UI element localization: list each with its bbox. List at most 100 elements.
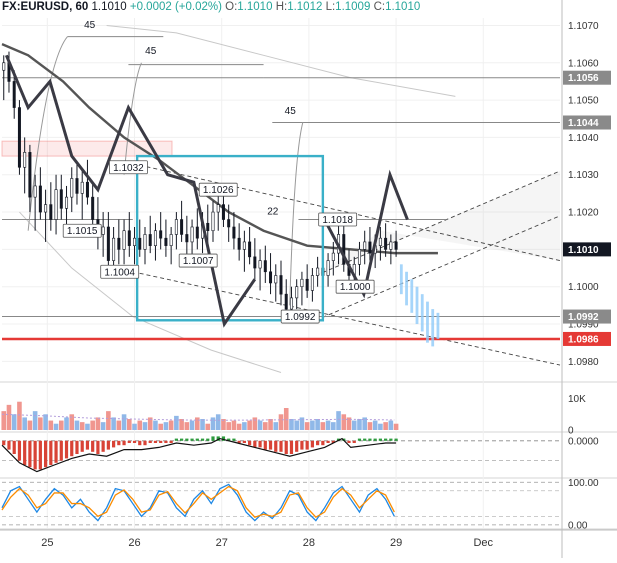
candle-body	[127, 230, 131, 246]
pattern-zigzag-left	[4, 54, 257, 328]
x-tick-label: 27	[216, 537, 228, 549]
macd-histogram-bar	[305, 440, 309, 450]
candle-body	[23, 152, 27, 168]
volume-bar	[273, 422, 279, 430]
macd-histogram-bar	[206, 438, 210, 441]
volume-bar	[383, 422, 388, 430]
volume-bar	[247, 420, 252, 430]
candle-body	[148, 234, 152, 246]
macd-histogram-bar	[326, 440, 330, 443]
macd-histogram-bar	[211, 436, 215, 441]
price-annotation-box	[178, 253, 218, 268]
volume-bar	[90, 420, 95, 430]
candle-body	[70, 178, 74, 198]
price-annotation-box	[318, 212, 358, 227]
candle-body	[85, 181, 89, 198]
price-tag-label: 1.0986	[568, 334, 599, 345]
symbol-label[interactable]: FX:EURUSD, 60	[2, 1, 89, 13]
volume-bar	[205, 423, 211, 430]
candle-body	[305, 278, 309, 291]
low-value: 1.1009	[335, 1, 371, 13]
price-annotation-box	[109, 160, 148, 175]
volume-bar	[27, 420, 33, 430]
macd-histogram-bar	[258, 440, 262, 448]
macd-histogram-bar	[138, 440, 142, 446]
candle-body	[206, 222, 210, 232]
volume-bar	[242, 422, 247, 430]
price-tag-box	[563, 331, 611, 346]
close-value: 1.1010	[385, 1, 421, 13]
candle-body	[363, 241, 367, 250]
macd-histogram-bar	[75, 440, 79, 454]
macd-histogram-bar	[363, 438, 367, 441]
fib-label: 22	[267, 207, 279, 218]
candle-body	[190, 226, 194, 243]
channel-line	[132, 163, 561, 262]
candle-body	[211, 211, 215, 232]
candle-body	[75, 178, 79, 194]
volume-bar	[200, 419, 205, 430]
candle-body	[174, 219, 178, 235]
macd-histogram-bar	[242, 440, 246, 443]
volume-bar	[357, 419, 362, 430]
y-tick-label: 1.1000	[568, 282, 599, 293]
candle-body	[237, 237, 241, 250]
macd-histogram-bar	[64, 440, 69, 459]
volume-bar	[6, 404, 12, 430]
candle-body	[133, 237, 137, 246]
volume-bar	[252, 417, 258, 430]
volume-bar	[263, 422, 268, 430]
volume-bar	[236, 423, 242, 430]
price-tag-box	[563, 115, 611, 130]
macd-histogram-bar	[331, 440, 335, 443]
candle-body	[80, 181, 84, 194]
price-annotation-label: 1.1015	[67, 226, 98, 237]
macd-histogram-bar	[164, 440, 168, 443]
macd-histogram-bar	[310, 440, 314, 448]
macd-histogram-bar	[227, 438, 231, 441]
candle-body	[28, 152, 32, 198]
volume-bar	[341, 414, 347, 430]
macd-histogram-bar	[190, 438, 194, 441]
candle-body	[384, 237, 388, 250]
price-annotation-label: 1.0992	[285, 312, 316, 323]
projection-bar	[410, 279, 414, 313]
macd-histogram-bar	[195, 438, 199, 441]
macd-histogram-bar	[33, 440, 37, 470]
macd-histogram-bar	[143, 440, 147, 446]
low-label: L:	[325, 1, 336, 13]
resistance-zone	[1, 140, 173, 157]
candle-body	[295, 286, 299, 299]
candle-body	[357, 249, 361, 265]
price-annotation-label: 1.1004	[104, 267, 135, 278]
y-tick-label: 1.1050	[568, 96, 599, 107]
candle-body	[284, 293, 288, 310]
macd-histogram-bar	[101, 440, 105, 452]
volume-bar	[221, 419, 226, 430]
macd-histogram-bar	[263, 440, 267, 450]
macd-histogram-bar	[12, 440, 16, 454]
macd-histogram-bar	[384, 438, 388, 441]
stoch-series-line	[1, 485, 395, 519]
volume-bar	[294, 420, 299, 430]
volume-bar	[11, 414, 17, 430]
pattern-zigzag-right	[323, 169, 409, 299]
candle-body	[33, 185, 37, 198]
macd-histogram-bar	[368, 438, 372, 441]
macd-histogram-bar	[394, 438, 398, 441]
price-annotation-box	[280, 309, 320, 324]
volume-bar	[22, 417, 27, 430]
volume-bar	[53, 423, 59, 430]
volume-bar	[43, 414, 48, 430]
candle-body	[389, 241, 393, 250]
candle-body	[221, 204, 225, 220]
projection-bar	[431, 309, 435, 347]
candle-body	[216, 204, 220, 213]
macd-histogram-bar	[148, 440, 152, 443]
macd-histogram-bar	[169, 440, 173, 443]
fib-label: 45	[145, 46, 157, 57]
volume-y-tick-label: 0	[568, 426, 574, 437]
volume-bar	[38, 417, 43, 430]
